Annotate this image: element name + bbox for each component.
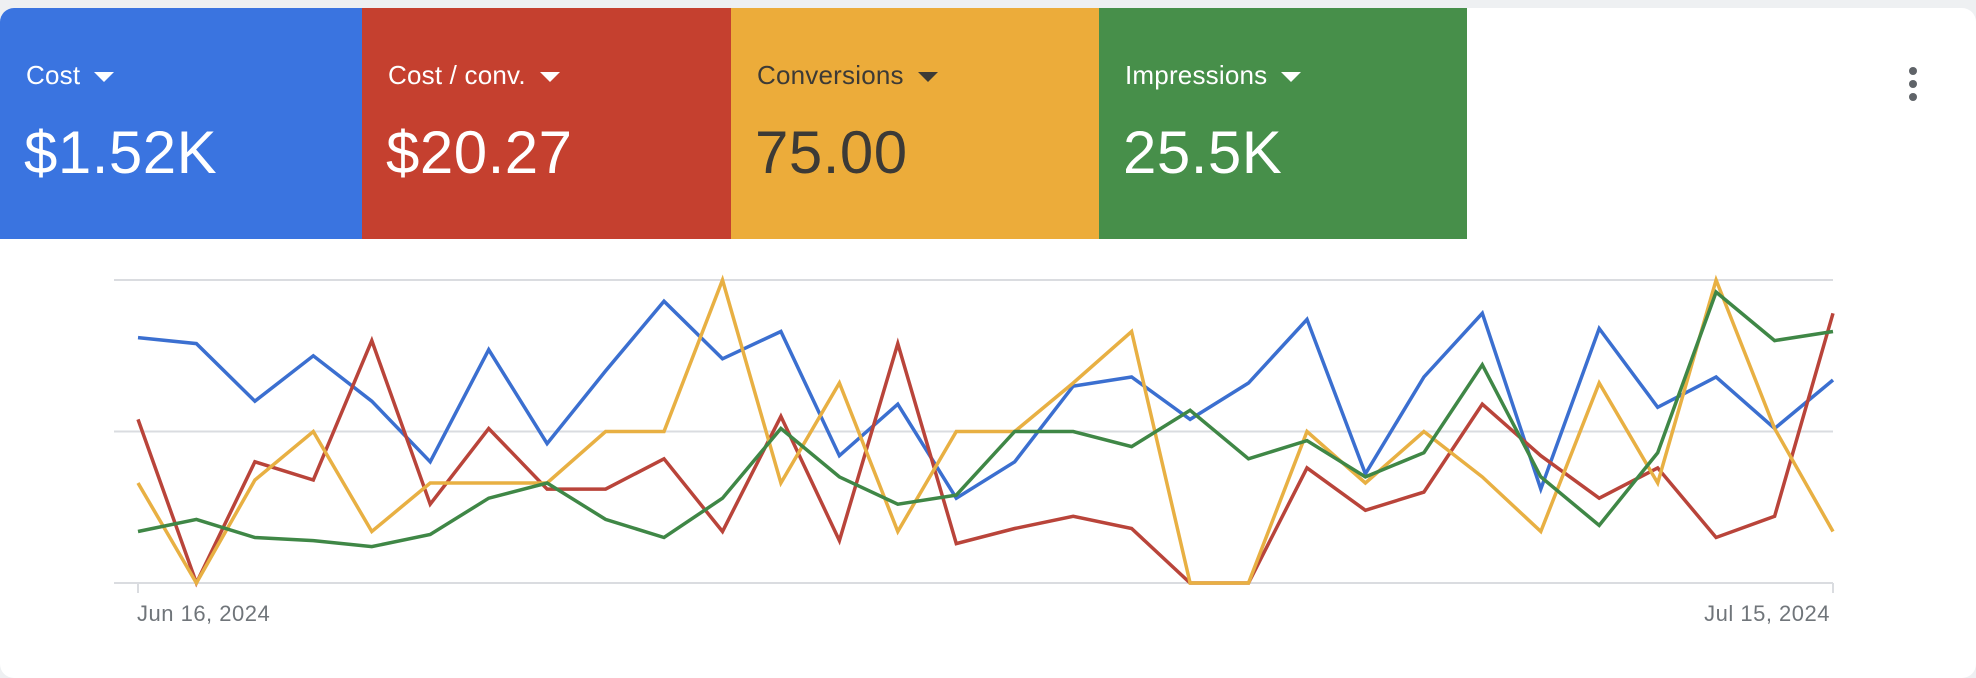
dropdown-caret-icon: [917, 71, 938, 82]
metric-value: 25.5K: [1123, 119, 1283, 186]
scorecard-cost-per-conversion[interactable]: Cost / conv. $20.27: [362, 8, 731, 239]
metric-selector[interactable]: Impressions: [1125, 60, 1302, 91]
metric-label: Impressions: [1125, 60, 1268, 90]
dropdown-caret-icon: [94, 71, 115, 82]
series-line-cost-conv-: [136, 312, 1835, 588]
metric-label: Conversions: [757, 60, 904, 90]
scorecard-conversions[interactable]: Conversions 75.00: [731, 8, 1099, 239]
dropdown-caret-icon: [1281, 71, 1302, 82]
metric-selector[interactable]: Conversions: [757, 60, 938, 91]
scorecard-impressions[interactable]: Impressions 25.5K: [1099, 8, 1467, 239]
more-vert-icon-dot: [1909, 80, 1917, 88]
series-line-impressions: [137, 289, 1834, 549]
more-vert-icon-dot: [1909, 93, 1917, 101]
line-chart[interactable]: [0, 8, 1976, 662]
series-line-conversions: [136, 274, 1835, 587]
scorecard-row: Cost $1.52K Cost / conv. $20.27 Conversi…: [0, 8, 1467, 239]
performance-card: Cost $1.52K Cost / conv. $20.27 Conversi…: [0, 8, 1976, 678]
more-options-button[interactable]: [1897, 58, 1929, 110]
x-axis-end-label: Jul 15, 2024: [1704, 601, 1830, 626]
metric-value: $1.52K: [24, 119, 218, 186]
metric-value: $20.27: [386, 119, 573, 186]
metric-label: Cost / conv.: [388, 60, 526, 90]
metric-selector[interactable]: Cost: [26, 60, 115, 91]
more-vert-icon-dot: [1909, 67, 1917, 75]
metric-value: 75.00: [755, 119, 908, 186]
scorecard-cost[interactable]: Cost $1.52K: [0, 8, 362, 239]
metric-selector[interactable]: Cost / conv.: [388, 60, 560, 91]
x-axis-start-label: Jun 16, 2024: [137, 601, 271, 626]
metric-label: Cost: [26, 60, 81, 90]
chart-series-lines: [136, 274, 1835, 588]
dropdown-caret-icon: [539, 71, 560, 82]
